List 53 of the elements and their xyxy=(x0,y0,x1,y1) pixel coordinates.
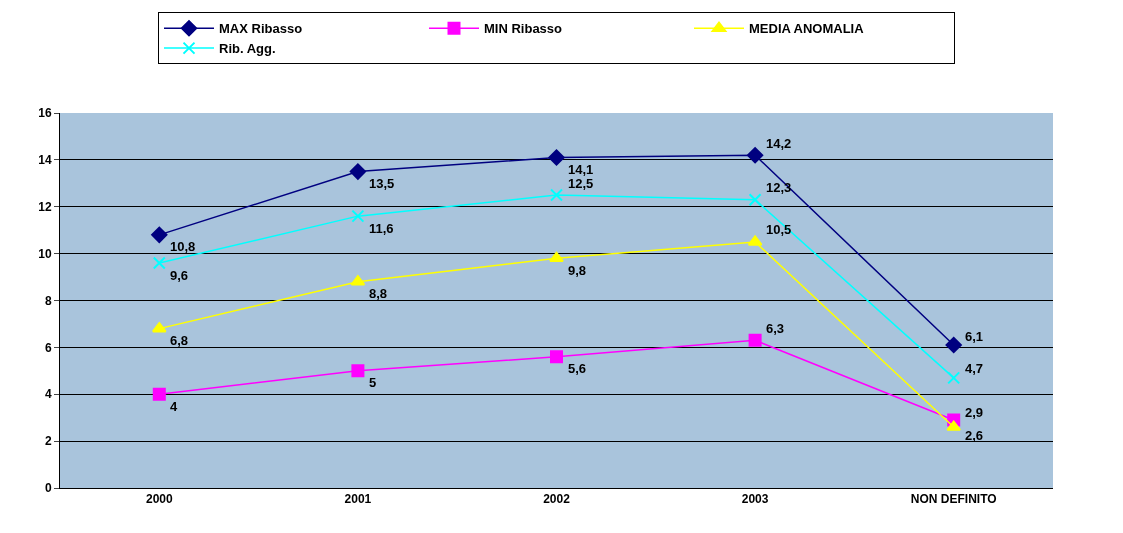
data-label: 12,3 xyxy=(766,180,792,195)
x-tick-label: 2001 xyxy=(344,492,372,507)
data-label: 11,6 xyxy=(369,221,394,236)
y-tick-label: 0 xyxy=(44,481,52,496)
y-tick-label: 14 xyxy=(38,153,52,168)
x-tick-label: 2000 xyxy=(145,492,173,507)
point xyxy=(548,149,565,166)
data-label: 9,8 xyxy=(568,263,587,278)
point xyxy=(748,193,762,207)
legend-label: MIN Ribasso xyxy=(484,21,563,37)
data-label: 6,3 xyxy=(766,321,785,336)
y-tick-label: 10 xyxy=(38,246,52,261)
point xyxy=(349,163,367,180)
y-tick-label: 2 xyxy=(44,434,52,449)
point xyxy=(151,226,168,244)
y-tick-label: 8 xyxy=(44,293,52,308)
point xyxy=(550,350,563,364)
y-tick-label: 6 xyxy=(44,340,52,355)
data-label: 8,8 xyxy=(369,286,388,301)
data-label: 6,1 xyxy=(965,329,984,344)
data-label: 12,5 xyxy=(568,176,594,191)
y-tick-label: 16 xyxy=(38,106,52,121)
x-tick-label: NON DEFINITO xyxy=(910,492,997,507)
point xyxy=(549,251,564,263)
y-tick-label: 4 xyxy=(44,387,52,402)
data-label: 14,2 xyxy=(766,136,792,151)
data-label: 14,1 xyxy=(568,162,594,177)
data-label: 10,5 xyxy=(766,222,792,237)
data-label: 5 xyxy=(369,375,377,390)
data-label: 6,8 xyxy=(170,333,189,348)
data-label: 2,6 xyxy=(965,428,984,443)
data-label: 2,9 xyxy=(965,405,984,420)
point xyxy=(351,364,365,378)
point xyxy=(947,371,961,385)
point xyxy=(748,333,762,347)
x-tick-label: 2003 xyxy=(741,492,769,507)
legend-label: MAX Ribasso xyxy=(219,21,303,37)
data-label: 13,5 xyxy=(369,176,395,191)
point xyxy=(351,209,365,223)
point xyxy=(945,336,962,354)
point xyxy=(152,387,166,401)
point xyxy=(550,188,563,202)
legend-label: MEDIA ANOMALIA xyxy=(749,21,865,37)
data-label: 10,8 xyxy=(170,239,196,254)
y-tick-label: 12 xyxy=(38,199,52,214)
legend-label: Rib. Agg. xyxy=(219,41,276,57)
data-label: 9,6 xyxy=(170,268,189,283)
point xyxy=(152,256,166,270)
data-label: 4,7 xyxy=(965,361,984,376)
data-label: 5,6 xyxy=(568,361,587,376)
x-tick-label: 2002 xyxy=(543,492,571,507)
point xyxy=(746,147,764,164)
data-label: 4 xyxy=(170,399,178,414)
